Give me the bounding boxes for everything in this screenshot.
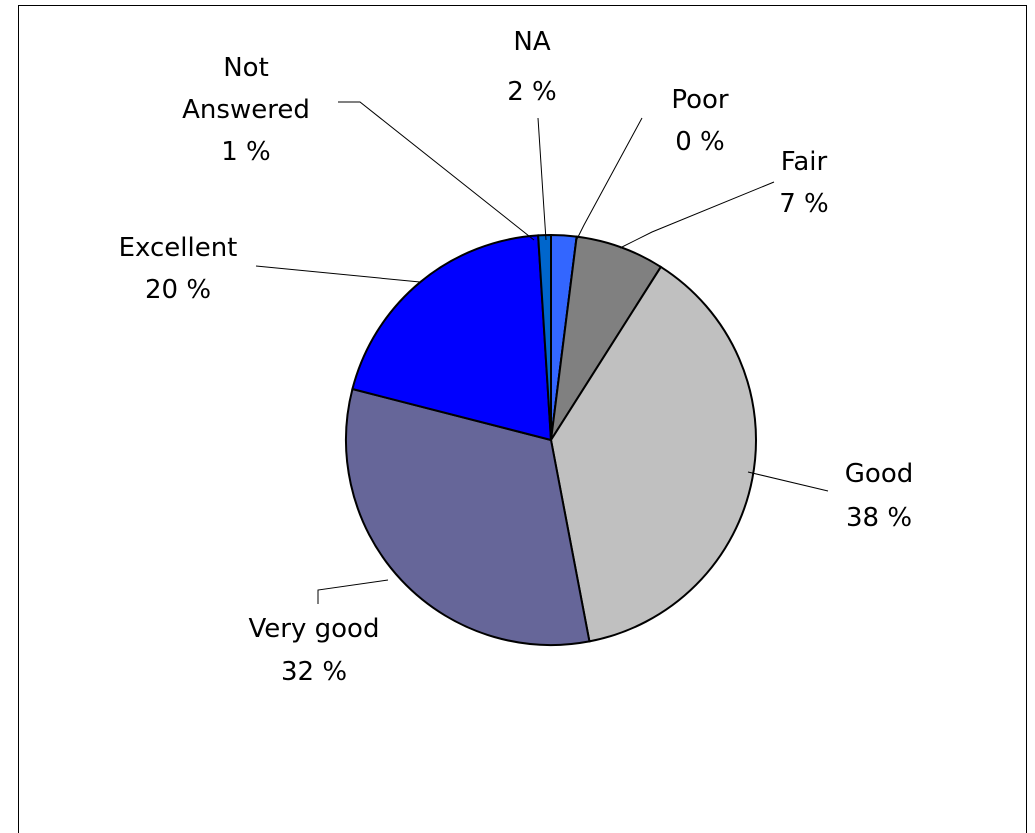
- category-label-excellent: Excellent: [119, 233, 238, 263]
- percent-label-not-answered: 1 %: [221, 137, 271, 167]
- pie-slice-very-good: [345, 387, 591, 646]
- leader-line-excellent: [255, 265, 421, 283]
- leader-line-fair: [619, 181, 775, 249]
- leader-line-not-answered: [338, 101, 535, 241]
- category-label-not-answered: Not: [223, 53, 269, 83]
- category-label-good: Good: [845, 459, 913, 489]
- percent-label-na: 2 %: [507, 77, 557, 107]
- leader-line-na: [537, 117, 547, 241]
- category-label-fair: Fair: [781, 147, 828, 177]
- category-label-not-answered: Answered: [182, 95, 310, 125]
- percent-label-excellent: 20 %: [145, 275, 211, 305]
- percent-label-good: 38 %: [846, 503, 912, 533]
- category-label-poor: Poor: [671, 85, 729, 115]
- percent-label-poor: 0 %: [675, 127, 725, 157]
- percent-label-very-good: 32 %: [281, 657, 347, 687]
- pie-slice-excellent: [351, 234, 553, 442]
- chart-frame: [18, 5, 1027, 833]
- pie-slice-good: [549, 265, 757, 643]
- leader-line-good: [747, 471, 829, 492]
- pie-slice-not-answered: [537, 233, 552, 441]
- leader-line-very-good: [317, 579, 389, 604]
- category-label-very-good: Very good: [249, 614, 380, 644]
- category-label-na: NA: [513, 27, 550, 57]
- leader-line-poor: [575, 117, 643, 242]
- percent-label-fair: 7 %: [779, 189, 829, 219]
